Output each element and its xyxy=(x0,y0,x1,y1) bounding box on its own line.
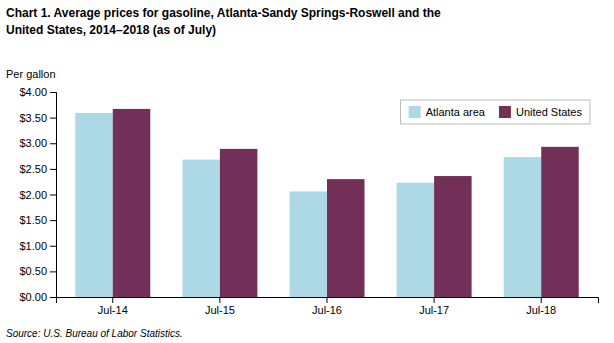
y-tick: $4.00 xyxy=(19,86,56,98)
x-tick: Jul-18 xyxy=(526,297,556,316)
y-axis-line xyxy=(50,93,57,298)
y-tick-label: $3.50 xyxy=(19,112,47,124)
y-tick-label: $2.00 xyxy=(19,189,47,201)
y-tick-mark xyxy=(50,143,56,144)
y-tick-mark xyxy=(50,297,56,298)
x-tick-mark xyxy=(112,297,113,303)
bar xyxy=(113,109,150,297)
y-tick-label: $0.00 xyxy=(19,291,47,303)
x-axis: Jul-14 Jul-15 Jul-16 Jul-17 Jul-18 xyxy=(57,297,599,316)
y-tick: $3.50 xyxy=(19,112,56,124)
x-tick-mark xyxy=(327,297,328,303)
y-axis: $0.00 $0.50 $1.00 $1.50 $2.00 $2.50 $3.00 $3.50… xyxy=(19,86,56,303)
y-axis-label: Per gallon xyxy=(6,68,56,80)
y-tick-label: $4.00 xyxy=(19,86,47,98)
y-tick: $1.00 xyxy=(19,240,56,252)
x-tick-mark xyxy=(434,297,435,303)
bar xyxy=(182,160,219,297)
y-tick-mark xyxy=(50,271,56,272)
legend-frame xyxy=(401,100,590,124)
bar xyxy=(541,147,578,297)
y-tick-label: $2.50 xyxy=(19,163,47,175)
subtitle: United States, 2014–2018 (as of July) xyxy=(6,23,216,37)
x-axis-line xyxy=(57,298,599,304)
x-tick-label: Jul-16 xyxy=(312,304,342,316)
y-tick-mark xyxy=(50,220,56,221)
annotation: Source: U.S. Bureau of Labor Statistics. xyxy=(6,328,183,339)
y-tick: $3.00 xyxy=(19,137,56,149)
bar xyxy=(434,176,471,297)
x-tick: Jul-15 xyxy=(205,297,235,316)
y-tick-mark xyxy=(50,169,56,170)
x-tick-label: Jul-14 xyxy=(98,304,128,316)
x-tick-mark xyxy=(219,297,220,303)
bar xyxy=(504,157,541,297)
y-tick-mark xyxy=(50,92,56,93)
y-tick-label: $0.50 xyxy=(19,265,47,277)
title: Chart 1. Average prices for gasoline, At… xyxy=(6,6,441,20)
chart: Chart 1. Average prices for gasoline, At… xyxy=(0,0,614,343)
legend-swatch xyxy=(409,106,421,118)
x-tick: Jul-17 xyxy=(419,297,449,316)
x-tick: Jul-16 xyxy=(312,297,342,316)
legend-label: Atlanta area xyxy=(426,106,486,118)
legend-swatch xyxy=(499,106,511,118)
y-tick: $2.50 xyxy=(19,163,56,175)
y-tick-mark xyxy=(50,195,56,196)
y-tick: $1.50 xyxy=(19,214,56,226)
legend-label: United States xyxy=(516,106,583,118)
bar xyxy=(397,183,434,297)
y-tick-label: $1.50 xyxy=(19,214,47,226)
x-tick-mark xyxy=(541,297,542,303)
plot: $0.00 $0.50 $1.00 $1.50 $2.00 $2.50 $3.00 $3.50… xyxy=(19,86,598,316)
x-tick: Jul-14 xyxy=(98,297,128,316)
bar-series xyxy=(113,109,579,297)
y-tick: $0.00 xyxy=(19,291,56,303)
legend: Atlanta area United States xyxy=(401,100,590,124)
y-tick-mark xyxy=(50,246,56,247)
y-tick: $0.50 xyxy=(19,265,56,277)
bar xyxy=(75,113,112,297)
bar xyxy=(327,179,364,297)
x-tick-label: Jul-15 xyxy=(205,304,235,316)
y-tick: $2.00 xyxy=(19,189,56,201)
x-tick-label: Jul-18 xyxy=(526,304,556,316)
bars xyxy=(75,109,578,297)
y-tick-label: $3.00 xyxy=(19,137,47,149)
bar xyxy=(220,149,257,297)
y-tick-label: $1.00 xyxy=(19,240,47,252)
x-tick-label: Jul-17 xyxy=(419,304,449,316)
y-tick-mark xyxy=(50,118,56,119)
bar xyxy=(290,191,327,297)
